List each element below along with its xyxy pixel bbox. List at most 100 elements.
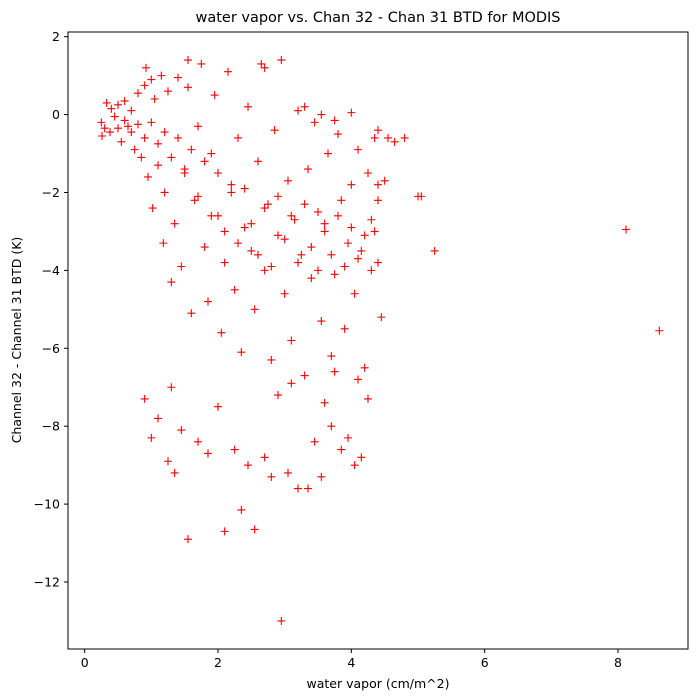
data-point — [430, 246, 439, 255]
data-point — [294, 484, 302, 493]
data-point — [334, 211, 342, 220]
data-point — [227, 188, 236, 197]
data-point — [102, 98, 111, 107]
data-point — [114, 124, 122, 133]
data-point — [340, 262, 349, 271]
data-point — [370, 227, 379, 236]
data-point — [160, 128, 169, 137]
y-tick-label: −10 — [34, 497, 60, 512]
data-point — [374, 180, 382, 189]
data-point — [257, 59, 266, 68]
data-point — [240, 184, 249, 193]
data-point — [217, 328, 226, 337]
data-point — [280, 289, 289, 298]
data-point — [360, 363, 369, 372]
data-point — [390, 137, 399, 146]
data-point — [164, 87, 172, 96]
data-point — [200, 157, 209, 166]
data-point — [294, 258, 302, 267]
x-axis-label: water vapor (cm/m^2) — [307, 676, 450, 691]
data-point — [148, 204, 157, 213]
data-point — [107, 104, 116, 113]
data-point — [244, 102, 252, 111]
data-point — [220, 258, 229, 267]
data-point — [357, 246, 366, 255]
data-point — [167, 153, 176, 162]
data-point — [110, 112, 119, 121]
data-point — [154, 139, 162, 148]
data-point — [144, 172, 152, 181]
data-point — [307, 274, 316, 283]
data-point — [354, 375, 362, 384]
y-axis-label: Channel 32 - Channel 31 BTD (K) — [9, 237, 24, 444]
data-point — [290, 215, 299, 224]
data-point — [170, 219, 179, 228]
data-point — [127, 106, 136, 115]
y-tick-label: −4 — [42, 263, 60, 278]
data-point — [287, 211, 296, 220]
data-point — [190, 196, 199, 205]
data-point — [247, 219, 256, 228]
data-point — [247, 246, 256, 255]
data-point — [157, 71, 166, 80]
data-point — [154, 414, 162, 423]
data-point — [177, 426, 186, 435]
data-point — [134, 120, 142, 129]
data-point — [214, 402, 222, 411]
data-point — [317, 110, 326, 119]
data-point — [350, 289, 359, 298]
data-point — [114, 100, 122, 109]
x-tick-label: 6 — [481, 655, 489, 670]
data-point — [244, 461, 252, 470]
data-point — [274, 192, 282, 201]
data-point — [230, 285, 239, 294]
data-point — [187, 145, 196, 154]
data-point — [324, 149, 332, 158]
data-point — [224, 67, 232, 76]
data-point — [304, 484, 312, 493]
data-point — [237, 505, 246, 514]
data-point — [384, 133, 392, 142]
data-point — [354, 254, 362, 263]
data-point — [317, 317, 326, 326]
data-point — [307, 243, 316, 252]
y-tick-label: −8 — [42, 419, 60, 434]
data-point — [164, 457, 172, 466]
data-point — [174, 73, 182, 82]
data-point — [354, 145, 362, 154]
data-point — [287, 379, 296, 388]
data-point — [250, 305, 259, 314]
data-point — [417, 192, 426, 201]
data-point — [357, 453, 366, 462]
data-point — [147, 75, 156, 84]
data-point — [194, 122, 202, 131]
data-point — [120, 96, 129, 105]
data-point — [330, 116, 339, 125]
data-point — [374, 196, 382, 205]
data-point — [187, 309, 196, 318]
data-point — [277, 616, 286, 625]
data-point — [197, 59, 206, 68]
data-point — [207, 211, 216, 220]
data-point — [314, 207, 322, 216]
data-point — [234, 239, 242, 248]
data-point — [170, 468, 179, 477]
data-point — [120, 116, 129, 125]
data-point — [334, 130, 342, 139]
data-point — [204, 297, 212, 306]
data-point — [655, 326, 664, 335]
data-points — [97, 56, 664, 625]
data-point — [297, 250, 306, 259]
data-point — [304, 165, 312, 174]
data-point — [300, 102, 309, 111]
data-point — [134, 89, 142, 98]
data-point — [184, 83, 192, 92]
data-point — [330, 367, 339, 376]
data-point — [294, 106, 302, 115]
data-point — [347, 223, 356, 232]
data-point — [117, 137, 126, 146]
data-point — [400, 133, 409, 142]
data-point — [234, 133, 242, 142]
data-point — [377, 313, 386, 322]
